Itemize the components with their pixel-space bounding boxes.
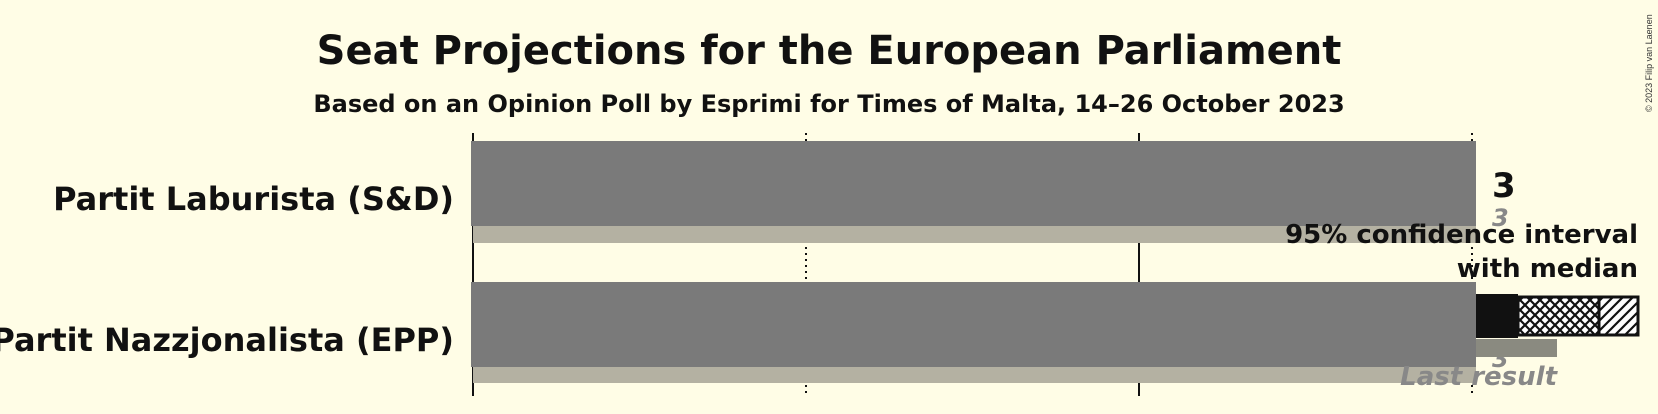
legend-last-result-label: Last result: [1400, 362, 1558, 392]
party-label-laburista: Partit Laburista (S&D): [53, 180, 454, 218]
legend: 95% confidence interval with median Last…: [1285, 220, 1640, 392]
chart-subtitle: Based on an Opinion Poll by Esprimi for …: [313, 90, 1344, 118]
legend-ci-hatch-swatch: [1597, 295, 1640, 337]
party-label-nazzjonalista: Partit Nazzjonalista (EPP): [0, 321, 454, 359]
last-result-bar-nazzjonalista: [473, 364, 1476, 383]
last-result-bar-laburista: [473, 224, 1476, 243]
last-result-label-laburista: 3: [1492, 204, 1509, 232]
legend-ci-line2: with median: [1457, 254, 1638, 284]
seat-label-laburista: 3: [1492, 166, 1516, 206]
legend-ci-line1: 95% confidence interval: [1285, 220, 1638, 250]
legend-last-result-swatch: [1476, 339, 1557, 357]
median-bar-nazzjonalista: [471, 282, 1476, 367]
copyright-notice: © 2023 Filip van Laenen: [1644, 14, 1654, 112]
legend-ci-crosshatch-swatch: [1516, 295, 1601, 337]
chart-title: Seat Projections for the European Parlia…: [317, 28, 1342, 74]
legend-median-swatch: [1476, 294, 1518, 338]
median-bar-laburista: [471, 141, 1476, 226]
